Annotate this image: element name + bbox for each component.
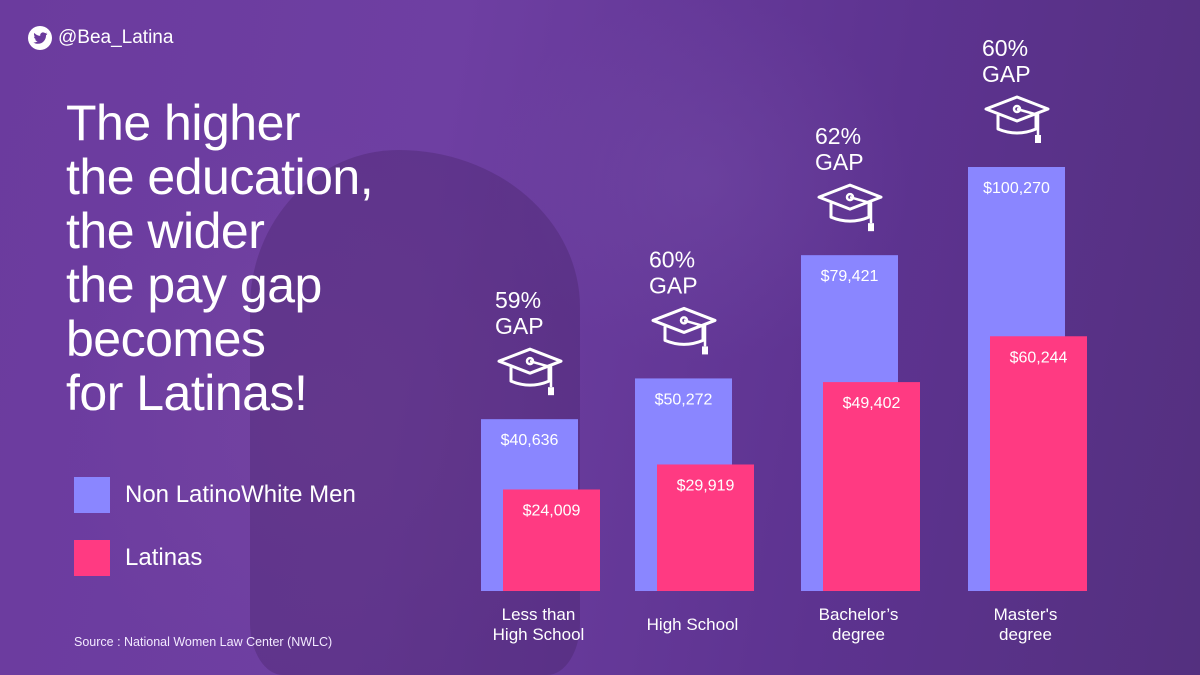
value-label-latinas: $60,244 (1010, 349, 1068, 366)
title-line: the education, (66, 149, 374, 205)
bar-latinas (503, 489, 600, 591)
legend-item-latinas: Latinas (74, 539, 356, 576)
bar-latinas (823, 382, 920, 591)
gap-word: GAP (495, 313, 544, 339)
value-label-latinas: $29,919 (677, 477, 735, 494)
twitter-handle[interactable]: @Bea_Latina (28, 26, 173, 50)
value-label-latinas: $49,402 (843, 395, 901, 412)
value-label-men: $79,421 (821, 268, 879, 285)
legend-item-men: Non LatinoWhite Men (74, 476, 356, 513)
page-title: The higher the education, the wider the … (66, 96, 446, 420)
category-label: High School (647, 615, 739, 634)
graduation-cap-icon (651, 306, 717, 355)
category-label: High School (493, 625, 585, 644)
value-label-men: $100,270 (983, 180, 1050, 197)
value-label-men: $40,636 (501, 432, 559, 449)
legend-swatch-men (74, 476, 110, 513)
gap-word: GAP (649, 272, 698, 298)
value-label-latinas: $24,009 (523, 502, 581, 519)
graduation-cap-icon (817, 183, 883, 232)
gap-word: GAP (982, 61, 1031, 87)
chart-legend: Non LatinoWhite Men Latinas (74, 476, 356, 602)
gap-percent: 62% (815, 123, 861, 149)
category-label: Bachelor’s (819, 605, 899, 624)
category-label: Master's (994, 605, 1058, 624)
title-line: The higher (66, 95, 301, 151)
category-label: Less than (502, 605, 576, 624)
handle-text: @Bea_Latina (58, 27, 174, 48)
graduation-cap-icon (984, 95, 1050, 143)
graduation-cap-icon (497, 347, 563, 396)
gap-percent: 60% (649, 246, 695, 272)
legend-label-latinas: Latinas (125, 543, 203, 571)
category-label: degree (999, 625, 1052, 644)
value-label-men: $50,272 (655, 391, 713, 408)
title-line: for Latinas! (66, 365, 308, 421)
title-line: becomes (66, 311, 266, 367)
bar-latinas (990, 336, 1087, 591)
source-note: Source : National Women Law Center (NWLC… (74, 635, 333, 649)
gap-percent: 60% (982, 35, 1028, 61)
title-line: the wider (66, 203, 265, 259)
gap-percent: 59% (495, 287, 541, 313)
gap-word: GAP (815, 149, 864, 175)
twitter-bird-icon (28, 26, 52, 50)
bar-latinas (657, 464, 754, 591)
legend-swatch-latinas (74, 539, 110, 576)
legend-label-men: Non LatinoWhite Men (125, 480, 356, 508)
title-line: the pay gap (66, 257, 322, 313)
category-label: degree (832, 625, 885, 644)
